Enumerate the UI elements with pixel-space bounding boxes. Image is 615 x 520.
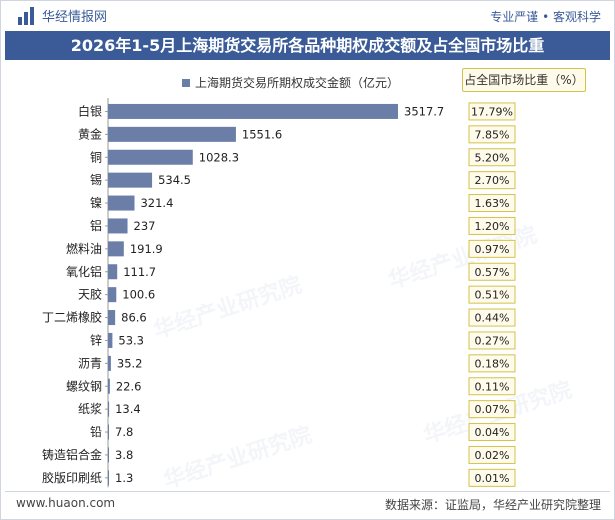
- share-value-label: 0.11%: [475, 380, 510, 393]
- bar-value-label: 321.4: [140, 196, 173, 210]
- legend-swatch-amount: [182, 78, 190, 87]
- brand-name: 华经情报网: [42, 10, 108, 25]
- bar-value-label: 13.4: [115, 402, 141, 416]
- bar-value-label: 1.3: [115, 471, 133, 485]
- category-label: 胶版印刷纸: [42, 470, 102, 485]
- bar: [108, 355, 111, 371]
- share-box: [468, 239, 516, 258]
- bar: [108, 447, 109, 463]
- bar: [108, 310, 116, 326]
- bar: [108, 195, 135, 211]
- share-value-label: 0.01%: [475, 472, 510, 485]
- bar: [108, 264, 118, 280]
- chart-title: 2026年1-5月上海期货交易所各品种期权成交额及占全国市场比重: [5, 31, 610, 60]
- footer-website: www.huaon.com: [16, 496, 116, 510]
- category-label: 锌: [90, 333, 102, 347]
- share-box: [468, 285, 516, 304]
- share-box: [468, 102, 516, 121]
- share-box: [468, 445, 516, 464]
- share-box: [468, 308, 516, 327]
- share-box: [468, 331, 516, 350]
- share-box: [468, 377, 516, 396]
- category-label: 镍: [90, 196, 102, 210]
- bar-value-label: 191.9: [130, 242, 163, 256]
- top-bar: 华经情报网 专业严谨 • 客观科学: [0, 0, 615, 30]
- bar: [108, 424, 109, 440]
- share-box: [468, 194, 516, 213]
- share-box: [468, 171, 516, 190]
- share-value-label: 7.85%: [475, 128, 510, 141]
- bar-value-label: 86.6: [121, 311, 147, 325]
- share-box: [468, 400, 516, 419]
- bar: [108, 218, 128, 234]
- bar-logo-icon: [18, 6, 36, 25]
- share-box: [468, 148, 516, 167]
- bar: [108, 378, 110, 394]
- share-box: [468, 216, 516, 235]
- bar: [108, 103, 398, 119]
- share-box: [468, 125, 516, 144]
- category-label: 铅: [90, 425, 102, 439]
- bar-value-label: 534.5: [158, 173, 191, 187]
- category-label: 氧化铝: [66, 264, 102, 279]
- bar-value-label: 7.8: [115, 425, 133, 439]
- bar-value-label: 53.3: [118, 333, 144, 347]
- share-value-label: 0.02%: [475, 449, 510, 462]
- bar-value-label: 22.6: [116, 379, 142, 393]
- footer-divider: [5, 491, 610, 492]
- share-value-label: 0.44%: [475, 312, 510, 325]
- bar-value-label: 237: [134, 219, 156, 233]
- share-value-label: 0.51%: [475, 289, 510, 302]
- bar: [108, 241, 124, 257]
- share-box: [468, 262, 516, 281]
- category-label: 黄金: [78, 126, 102, 141]
- bar-value-label: 111.7: [123, 265, 156, 279]
- bar-value-label: 100.6: [122, 288, 155, 302]
- share-box: [468, 468, 516, 487]
- share-value-label: 0.07%: [475, 403, 510, 416]
- legend-share: 占全国市场比重（%）: [462, 68, 586, 92]
- bar-value-label: 3517.7: [404, 104, 444, 118]
- legend-label-amount: 上海期货交易所期权成交金额（亿元）: [195, 76, 400, 90]
- share-value-label: 1.20%: [475, 220, 510, 233]
- share-value-label: 0.18%: [475, 357, 510, 370]
- footer-source: 数据来源：证监局，华经产业研究院整理: [384, 498, 601, 512]
- category-label: 天胶: [78, 287, 102, 302]
- category-label: 燃料油: [66, 241, 102, 256]
- bar: [108, 332, 113, 348]
- share-value-label: 0.04%: [475, 426, 510, 439]
- bar: [108, 126, 236, 142]
- share-value-label: 2.70%: [475, 174, 510, 187]
- share-value-label: 17.79%: [471, 105, 513, 118]
- share-value-label: 0.57%: [475, 266, 510, 279]
- bar: [108, 149, 193, 165]
- category-label: 丁二烯橡胶: [42, 310, 102, 325]
- share-box: [468, 354, 516, 373]
- share-box: [468, 423, 516, 442]
- bar: [108, 401, 110, 417]
- bar-value-label: 1028.3: [199, 150, 239, 164]
- share-value-label: 0.97%: [475, 243, 510, 256]
- category-label: 铜: [90, 149, 102, 164]
- share-value-label: 5.20%: [475, 151, 510, 164]
- bar: [108, 172, 153, 188]
- category-label: 铸造铝合金: [42, 447, 102, 462]
- bar: [108, 470, 109, 486]
- share-value-label: 1.63%: [475, 197, 510, 210]
- category-label: 沥青: [78, 356, 102, 370]
- category-label: 纸浆: [78, 401, 102, 416]
- bar-value-label: 1551.6: [242, 127, 282, 141]
- share-value-label: 0.27%: [475, 334, 510, 347]
- category-label: 锡: [90, 172, 102, 187]
- bar: [108, 287, 117, 303]
- legend-amount: 上海期货交易所期权成交金额（亿元）: [182, 74, 399, 91]
- tagline: 专业严谨 • 客观科学: [490, 10, 601, 24]
- category-label: 铝: [90, 218, 102, 233]
- brand: 华经情报网: [18, 6, 107, 25]
- bar-value-label: 3.8: [115, 448, 133, 462]
- bar-value-label: 35.2: [117, 356, 143, 370]
- category-label: 白银: [78, 103, 102, 118]
- category-label: 螺纹钢: [66, 379, 102, 393]
